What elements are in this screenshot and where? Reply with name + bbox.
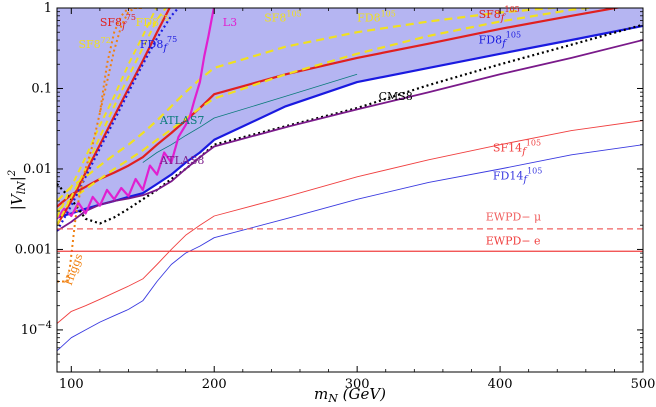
y-tick-label: 1 — [44, 1, 52, 16]
y-tick-exponent: −4 — [37, 320, 52, 331]
curve-label-sf14-f-105: SF14f105 — [493, 138, 541, 157]
y-axis-title: |VlN|2 — [7, 170, 28, 210]
curve-label-subscript: f — [501, 39, 508, 50]
curve-label-subscript: f — [121, 21, 128, 32]
series-line-fd8-f-105-dashed — [57, 8, 597, 212]
series-line-atlas7 — [142, 73, 358, 163]
curve-label-fd14-f-105: FD14f105 — [493, 166, 542, 185]
curve-label-superscript: 105 — [506, 31, 521, 40]
y-tick-label: 0.001 — [15, 242, 52, 257]
curve-label-subscript: f — [522, 174, 529, 185]
curve-label-superscript: 75 — [126, 13, 136, 22]
series-line-sf8-f-75 — [57, 8, 171, 226]
x-axis-title-subscript: N — [327, 392, 338, 405]
series-line-l3 — [57, 8, 215, 220]
series-line-fd8-75-dashed — [57, 8, 168, 226]
series-layer — [57, 8, 643, 352]
series-line-fd8-f-75 — [57, 8, 180, 232]
hline-label-ewpd-e: EWPD− e — [486, 235, 541, 248]
curve-label-cms8: CMS8 — [379, 90, 413, 103]
series-line-sf8-f-105-dashed — [57, 8, 565, 202]
reference-lines-layer — [57, 228, 643, 252]
y-tick-label: 0.01 — [23, 162, 52, 177]
series-line-fd14-f-105 — [57, 144, 643, 352]
curve-label-subscript: f — [521, 146, 528, 157]
curve-label-l3: L3 — [223, 16, 237, 29]
x-axis-title-symbol: m — [314, 385, 328, 403]
series-line-sf8-f-105 — [57, 8, 622, 208]
y-axis-title-exponent: 2 — [7, 170, 18, 177]
plot-frame — [56, 7, 644, 373]
y-tick-label: 10−4 — [21, 320, 52, 338]
y-tick-label: 0.1 — [31, 81, 52, 96]
curve-label-superscript: 72 — [101, 36, 111, 45]
x-tick-label: 400 — [488, 377, 513, 392]
curve-label-superscript: 105 — [526, 138, 541, 147]
series-line-atlas8 — [57, 39, 643, 232]
curve-label-superscript: 105 — [505, 5, 520, 14]
hline-label-ewpd-mu: EWPD− μ — [486, 210, 541, 223]
curve-label-superscript: 75 — [159, 14, 169, 23]
x-tick-label: 300 — [345, 377, 370, 392]
curve-label-atlas7: ATLAS7 — [159, 114, 204, 127]
plot-frame-layer — [56, 7, 644, 373]
curve-label-superscript: 105 — [381, 9, 396, 18]
curve-label-superscript: 105 — [527, 166, 542, 175]
curve-label-subscript: f — [162, 43, 169, 54]
curve-label-atlas8: ATLAS8 — [159, 154, 204, 167]
x-tick-label: 500 — [631, 377, 656, 392]
x-axis-title-units: (GeV) — [338, 385, 386, 403]
series-line-sf14-f-105 — [57, 120, 643, 324]
y-axis-title-bar: | — [8, 176, 26, 181]
axis-titles-layer: mN (GeV) |VlN|2 — [7, 170, 386, 405]
series-line-sf8-75-dashed — [57, 8, 158, 218]
curve-label-superscript: 75 — [167, 35, 177, 44]
curve-label-superscript: 105 — [286, 9, 301, 18]
x-tick-label: 100 — [59, 377, 84, 392]
y-axis-title-main: |V — [8, 192, 26, 210]
y-axis-title-subscript: lN — [15, 181, 28, 195]
x-tick-label: 200 — [202, 377, 227, 392]
x-axis-title: mN (GeV) — [314, 385, 386, 405]
curve-label-higgs: Higgs — [62, 252, 86, 288]
curve-label-subscript: f — [500, 13, 507, 24]
